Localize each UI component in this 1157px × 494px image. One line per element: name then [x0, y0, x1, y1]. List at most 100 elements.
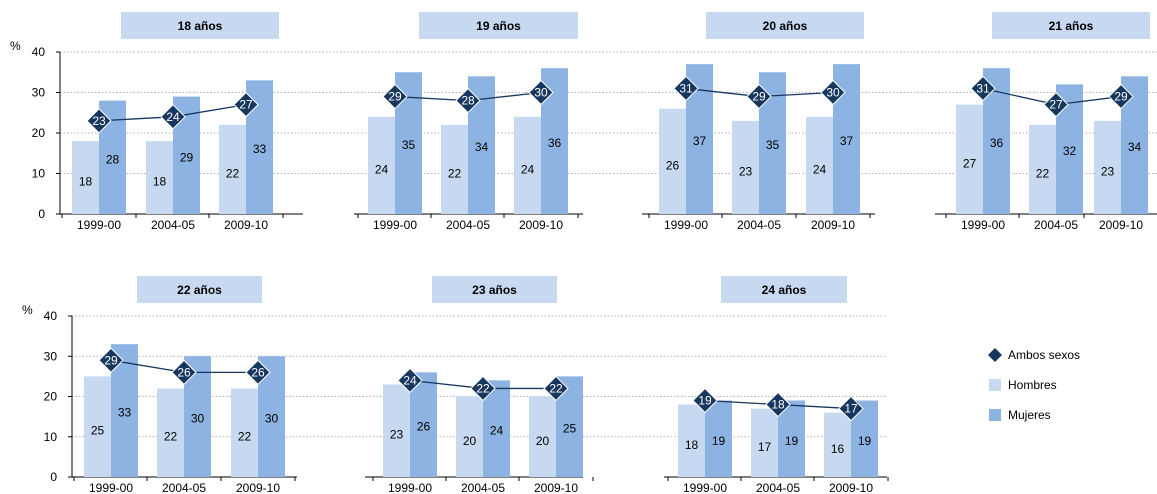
x-tick-label: 2009-10 — [811, 218, 855, 232]
bar-hombres — [456, 396, 483, 477]
legend-swatch-ambos — [988, 348, 1002, 362]
panel-title-box — [419, 12, 578, 39]
label-mujeres: 36 — [548, 136, 562, 150]
label-mujeres: 30 — [265, 412, 279, 426]
x-tick-label: 2004-05 — [1034, 218, 1078, 232]
label-hombres: 22 — [448, 166, 462, 180]
marker-ambos — [382, 83, 408, 110]
panel-title: 19 años — [476, 19, 521, 33]
label-mujeres: 33 — [253, 142, 267, 156]
panel-7: 24 años 18 19 1999-00 17 19 2004-05 16 19 2009-10… — [664, 276, 889, 494]
x-tick-label: 2004-05 — [151, 218, 195, 232]
x-tick-label: 1999-00 — [373, 218, 417, 232]
panel-title: 22 años — [177, 283, 222, 297]
legend-label: Ambos sexos — [1008, 348, 1080, 362]
marker-ambos — [98, 347, 124, 373]
label-mujeres: 35 — [402, 138, 416, 152]
panel-4: 21 años 27 36 1999-00 22 32 2004-05 23 34 2009-10… — [935, 12, 1157, 232]
x-tick-label: 1999-00 — [664, 218, 708, 232]
y-unit-label: % — [10, 39, 21, 53]
label-mujeres: 19 — [858, 434, 872, 448]
label-mujeres: 34 — [1128, 140, 1142, 154]
bar-hombres — [383, 384, 410, 477]
label-ambos: 26 — [251, 365, 265, 379]
label-hombres: 26 — [666, 158, 680, 172]
bar-hombres — [514, 116, 541, 214]
label-ambos: 29 — [1114, 90, 1128, 104]
x-tick-label: 2009-10 — [224, 218, 268, 232]
panel-3: 20 años 26 37 1999-00 23 35 2004-05 24 37 2009-10… — [642, 12, 875, 232]
label-hombres: 18 — [685, 438, 699, 452]
marker-ambos — [397, 367, 423, 394]
label-ambos: 27 — [239, 98, 253, 112]
label-mujeres: 30 — [191, 412, 205, 426]
bar-hombres — [441, 124, 468, 214]
panel-title: 21 años — [1049, 19, 1094, 33]
bar-hombres — [806, 116, 833, 214]
label-hombres: 23 — [1101, 164, 1115, 178]
label-ambos: 23 — [92, 114, 106, 128]
bar-hombres — [529, 396, 556, 477]
legend-swatch-hombres — [989, 379, 1001, 391]
label-mujeres: 25 — [563, 422, 577, 436]
bar-hombres — [659, 108, 686, 214]
label-ambos: 27 — [1049, 98, 1063, 112]
bar-hombres — [1094, 120, 1121, 214]
label-mujeres: 19 — [712, 434, 726, 448]
legend-label: Mujeres — [1008, 408, 1051, 422]
x-tick-label: 2004-05 — [446, 218, 490, 232]
label-ambos: 29 — [752, 90, 766, 104]
label-ambos: 30 — [534, 86, 548, 100]
label-ambos: 31 — [679, 81, 693, 95]
label-ambos: 24 — [166, 110, 180, 124]
label-hombres: 23 — [390, 428, 404, 442]
bar-hombres — [824, 412, 851, 477]
marker-ambos — [1108, 83, 1134, 110]
bar-hombres — [231, 388, 258, 477]
marker-ambos — [160, 104, 186, 130]
bar-hombres — [678, 404, 705, 477]
label-ambos: 26 — [177, 365, 191, 379]
marker-ambos — [233, 91, 259, 118]
x-tick-label: 2009-10 — [534, 481, 578, 494]
y-tick-label: 0 — [50, 470, 57, 484]
panel-title-box — [432, 276, 557, 303]
x-tick-label: 2009-10 — [519, 218, 563, 232]
y-tick-label: 40 — [32, 45, 46, 59]
legend-swatch-mujeres — [989, 409, 1001, 421]
label-ambos: 29 — [388, 90, 402, 104]
panel-5: 22 años 25 33 1999-00 22 30 2004-05 22 30 2009-10… — [72, 276, 297, 494]
label-mujeres: 29 — [180, 150, 194, 164]
label-hombres: 24 — [521, 162, 535, 176]
y-tick-label: 10 — [44, 430, 58, 444]
label-mujeres: 35 — [766, 138, 780, 152]
label-ambos: 30 — [826, 86, 840, 100]
marker-ambos — [746, 83, 772, 110]
marker-ambos — [470, 375, 496, 402]
label-hombres: 20 — [463, 434, 477, 448]
label-hombres: 16 — [831, 442, 845, 456]
panel-2: 19 años 24 35 1999-00 22 34 2004-05 24 36 2009-10… — [354, 12, 583, 232]
label-ambos: 29 — [104, 353, 118, 367]
x-tick-label: 2004-05 — [756, 481, 800, 494]
x-tick-label: 2004-05 — [162, 481, 206, 494]
label-mujeres: 28 — [106, 152, 120, 166]
marker-ambos — [245, 359, 271, 386]
bar-hombres — [956, 104, 983, 214]
marker-ambos — [838, 395, 864, 422]
panel-title: 23 años — [472, 283, 517, 297]
bar-hombres — [219, 124, 246, 214]
marker-ambos — [820, 79, 846, 106]
panel-6: 23 años 23 26 1999-00 20 24 2004-05 20 25 2009-10… — [365, 276, 594, 494]
bar-hombres — [751, 408, 778, 477]
marker-ambos — [86, 108, 112, 134]
label-mujeres: 36 — [990, 136, 1004, 150]
panel-title: 18 años — [178, 19, 223, 33]
marker-ambos — [1043, 91, 1069, 118]
y-tick-label: 30 — [32, 86, 46, 100]
panel-title-box — [137, 276, 262, 303]
bar-mujeres — [778, 400, 805, 477]
label-mujeres: 33 — [118, 406, 132, 420]
panel-title-box — [121, 12, 279, 39]
